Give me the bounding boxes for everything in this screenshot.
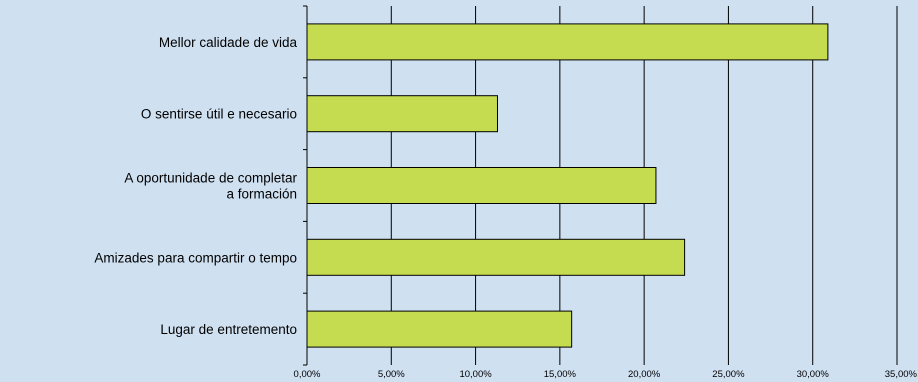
x-tick-label: 20,00% [628, 369, 661, 380]
category-labels: Mellor calidade de vida O sentirse útil e… [94, 35, 297, 337]
bar [306, 95, 498, 133]
bars [306, 23, 829, 348]
category-label-line: Lugar de entretemento [160, 322, 297, 337]
category-label: O sentirse útil e necesario [141, 107, 297, 122]
category-label: Amizades para compartir o tempo [94, 250, 297, 265]
category-label-line: A oportunidade de completar [124, 171, 297, 186]
category-label-line: a formación [226, 187, 297, 202]
x-tick-label: 30,00% [797, 369, 830, 380]
category-label: Mellor calidade de vida [159, 35, 298, 50]
category-label-line: O sentirse útil e necesario [141, 107, 297, 122]
bar [306, 310, 573, 348]
category-label-line: Amizades para compartir o tempo [94, 250, 297, 265]
x-tick-labels: 0,00% 5,00% 10,00% 15,00% 20,00% 25,00% 30,00%… [294, 369, 918, 380]
bar [306, 238, 686, 276]
x-tick-label: 25,00% [712, 369, 745, 380]
category-label-line: Mellor calidade de vida [159, 35, 298, 50]
category-label: A oportunidade de completar a formación [124, 171, 297, 202]
x-tick-label: 5,00% [378, 369, 405, 380]
category-label: Lugar de entretemento [160, 322, 297, 337]
x-tick-label: 10,00% [459, 369, 492, 380]
bar [306, 23, 829, 61]
bar [306, 167, 657, 204]
x-tick-label: 0,00% [294, 369, 321, 380]
x-tick-label: 35,00% [885, 369, 918, 380]
x-tick-label: 15,00% [544, 369, 577, 380]
